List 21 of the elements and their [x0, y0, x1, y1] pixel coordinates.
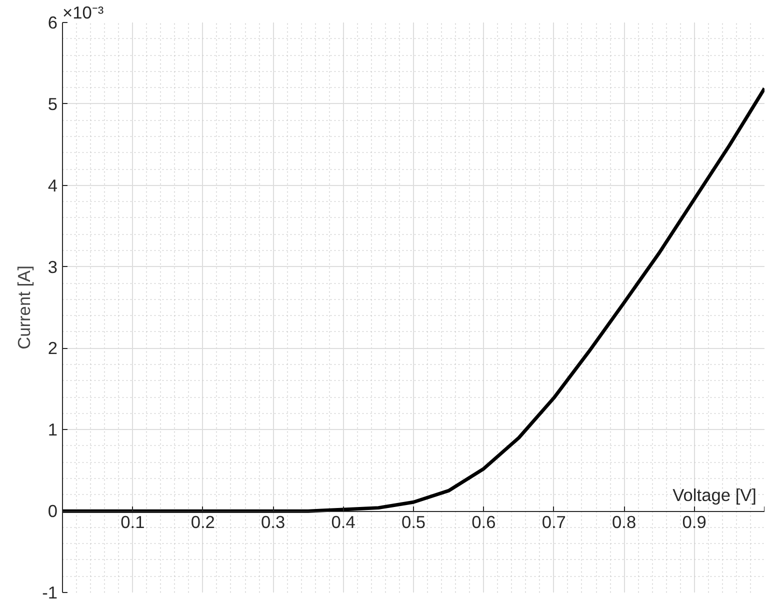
y-tick-label: 6: [48, 12, 58, 32]
line-series: [62, 86, 764, 513]
x-tick-label: 0.8: [612, 512, 636, 532]
x-axis-title: Voltage [V]: [672, 485, 757, 506]
x-tick-label: 0.3: [261, 512, 286, 532]
y-axis-title: Current [A]: [14, 266, 34, 350]
y-tick-label: -1: [42, 582, 58, 600]
y-tick-label: 4: [48, 175, 58, 196]
y-tick-label: 0: [48, 501, 58, 522]
y-tick-label: 2: [48, 338, 58, 358]
x-tick-label: 0.7: [542, 512, 566, 532]
y-tick-label: 3: [48, 256, 58, 277]
annotation: ×10⁻³: [62, 2, 104, 22]
x-tick-label: 0.5: [401, 512, 426, 532]
x-tick-label: 0.2: [190, 512, 215, 532]
y-tick-label: 1: [48, 420, 58, 440]
x-tick-label: 0.6: [472, 512, 496, 532]
x-tick-label: 0.9: [682, 512, 706, 532]
x-tick-label: 0.1: [120, 512, 145, 532]
y-tick-label: 5: [48, 94, 58, 114]
x-tick-label: 0.4: [331, 512, 356, 532]
